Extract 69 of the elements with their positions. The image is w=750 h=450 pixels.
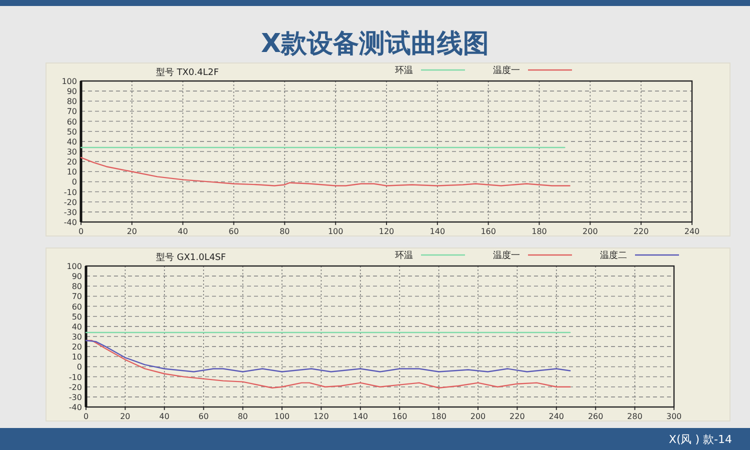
y-tick-label: 0 [76,362,82,372]
x-tick-label: 140 [352,412,368,421]
x-tick-label: 160 [392,412,408,421]
y-tick-label: 60 [72,302,82,312]
x-tick-label: 0 [83,412,89,421]
x-tick-label: 240 [684,227,700,236]
text: X(风 ) 款-14 [668,433,732,446]
y-tick-label: 90 [72,272,82,282]
x-tick-label: 100 [328,227,344,236]
y-tick-label: -20 [64,198,77,207]
y-tick-label: 90 [66,87,77,96]
x-tick-label: 80 [238,412,248,421]
x-tick-label: 220 [633,227,649,236]
x-tick-label: 280 [627,412,642,421]
y-tick-label: -30 [64,208,77,217]
y-tick-label: 0 [72,178,77,187]
y-tick-label: -10 [68,372,82,382]
legend-label: 温度一 [493,65,520,76]
y-tick-label: 100 [62,77,77,86]
x-tick-label: 60 [228,227,239,236]
y-tick-label: 70 [66,107,77,116]
y-tick-label: 40 [72,322,82,332]
y-tick-label: 10 [72,352,82,362]
x-tick-label: 200 [470,412,486,421]
y-tick-label: -10 [64,188,77,197]
x-tick-label: 140 [430,227,446,236]
line-series [85,340,571,372]
chart-subtitle: 型号 TX0.4L2F [156,67,219,78]
x-tick-label: 300 [666,412,682,421]
y-tick-label: -40 [68,403,82,412]
y-tick-label: -30 [68,392,82,402]
legend-label: 环温 [395,250,413,261]
x-tick-label: 180 [532,227,547,236]
x-tick-label: 180 [431,412,446,421]
x-tick-label: 100 [274,412,290,421]
x-tick-label: 80 [280,227,290,236]
x-tick-label: 120 [314,412,329,421]
x-tick-label: 40 [159,412,170,421]
y-tick-label: 70 [72,292,82,302]
y-tick-label: 20 [66,158,77,167]
legend-label: 温度二 [600,250,627,261]
y-tick-label: 30 [72,332,82,342]
x-tick-label: 40 [178,227,188,236]
y-tick-label: 50 [66,127,77,136]
y-tick-label: 80 [66,97,77,106]
y-tick-label: 30 [66,148,77,156]
x-tick-label: 160 [480,227,496,236]
y-tick-label: 40 [66,137,77,146]
y-tick-label: 100 [66,262,82,271]
x-tick-label: 120 [378,227,394,236]
y-tick-label: 80 [72,282,82,292]
y-tick-label: 60 [66,117,77,126]
chart-subtitle: 型号 GX1.0L4SF [156,252,226,263]
y-tick-label: 50 [72,312,82,322]
line-series [80,156,570,186]
y-tick-label: -20 [68,382,82,392]
y-tick-label: 20 [72,342,82,352]
legend-label: 温度一 [493,250,520,261]
x-tick-label: 60 [198,412,209,421]
legend-label: 环温 [395,65,413,76]
x-tick-label: 20 [126,227,138,236]
y-tick-label: -40 [64,218,77,227]
x-tick-label: 220 [510,412,525,421]
x-tick-label: 240 [548,412,564,421]
x-tick-label: 260 [588,412,604,421]
y-tick-label: 10 [66,168,77,177]
x-tick-label: 200 [582,227,598,236]
x-tick-label: 20 [120,412,130,421]
chart-title: X款设备测试曲线图 [260,29,490,59]
